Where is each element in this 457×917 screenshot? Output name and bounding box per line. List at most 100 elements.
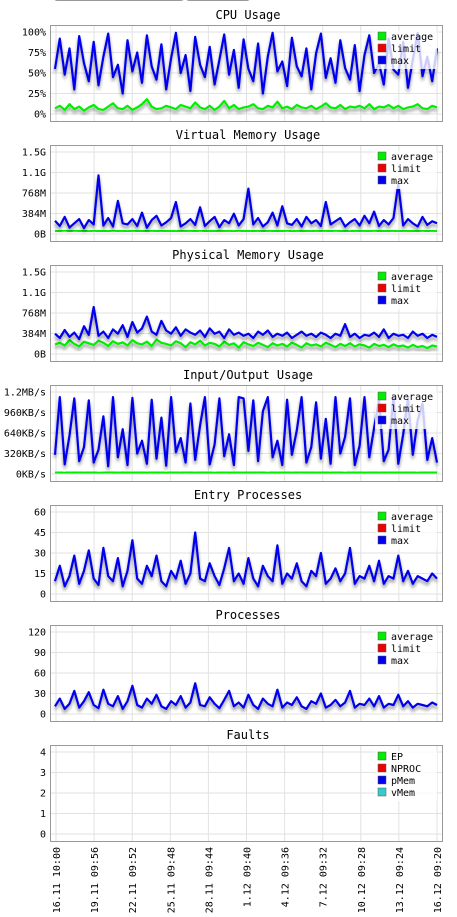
x-tick-label: 19.11 09:56 <box>90 847 101 913</box>
chart-input-output-usage-title: Input/Output Usage <box>183 368 313 382</box>
chart-cpu-usage-title: CPU Usage <box>215 8 280 22</box>
chart-processes-legend-swatch-limit <box>377 643 387 653</box>
x-tick-label: 16.12 09:20 <box>433 847 444 913</box>
chart-processes-ytick-label: 120 <box>28 628 46 639</box>
chart-virtual-memory-usage-legend-swatch-average <box>377 151 387 161</box>
chart-entry-processes-ytick-label: 30 <box>34 549 46 560</box>
chart-processes-legend-label-max: max <box>391 656 409 667</box>
chart-processes-legend-label-limit: limit <box>391 644 421 655</box>
chart-physical-memory-usage-ytick-label: 768M <box>22 309 46 320</box>
chart-physical-memory-usage-legend-label-max: max <box>391 296 409 307</box>
chart-physical-memory-usage-legend-swatch-average <box>377 271 387 281</box>
chart-processes-legend-swatch-average <box>377 631 387 641</box>
chart-entry-processes-title: Entry Processes <box>194 488 302 502</box>
chart-virtual-memory-usage-ytick-label: 1.1G <box>22 168 46 179</box>
chart-cpu-usage-legend-label-average: average <box>391 32 433 43</box>
chart-cpu-usage-legend-label-limit: limit <box>391 44 421 55</box>
chart-faults-ytick-label: 3 <box>40 768 46 779</box>
chart-input-output-usage-ytick-label: 640KB/s <box>4 429 46 440</box>
chart-cpu-usage-legend-swatch-average <box>377 31 387 41</box>
chart-virtual-memory-usage-title: Virtual Memory Usage <box>176 128 321 142</box>
chart-faults-legend-swatch-nproc <box>377 763 387 773</box>
chart-virtual-memory-usage-ytick-label: 768M <box>22 189 46 200</box>
chart-input-output-usage-legend-swatch-average <box>377 391 387 401</box>
chart-virtual-memory-usage-legend-label-average: average <box>391 152 433 163</box>
chart-entry-processes-ytick-label: 60 <box>34 508 46 519</box>
chart-cpu-usage-legend-label-max: max <box>391 56 409 67</box>
chart-entry-processes-ytick-label: 45 <box>34 528 46 539</box>
chart-cpu-usage-ytick-label: 25% <box>28 89 46 100</box>
x-tick-label: 4.12 09:36 <box>281 847 292 907</box>
x-tick-label: 22.11 09:52 <box>128 847 139 913</box>
chart-input-output-usage-legend-swatch-limit <box>377 403 387 413</box>
chart-faults-legend-swatch-pmem <box>377 775 387 785</box>
chart-physical-memory-usage-ytick-label: 1.1G <box>22 288 46 299</box>
chart-processes-legend-label-average: average <box>391 632 433 643</box>
chart-physical-memory-usage: Physical Memory Usage 0B 384M 768M 1.1G 1.5G a… <box>22 248 443 362</box>
chart-physical-memory-usage-legend-swatch-limit <box>377 283 387 293</box>
chart-virtual-memory-usage-ytick-label: 0B <box>34 230 46 241</box>
chart-virtual-memory-usage-ytick-label: 384M <box>22 209 46 220</box>
chart-physical-memory-usage-legend-swatch-max <box>377 295 387 305</box>
chart-cpu-usage-series-average <box>54 98 438 112</box>
chart-input-output-usage-legend-label-limit: limit <box>391 404 421 415</box>
chart-processes-title: Processes <box>215 608 280 622</box>
x-tick-label: 13.12 09:24 <box>395 847 406 913</box>
x-tick-label: 16.11 10:00 <box>52 847 63 913</box>
chart-processes-legend-swatch-max <box>377 655 387 665</box>
chart-entry-processes-legend-label-average: average <box>391 512 433 523</box>
chart-physical-memory-usage-series-average <box>54 338 438 350</box>
chart-physical-memory-usage-ytick-label: 1.5G <box>22 268 46 279</box>
x-tick-label: 1.12 09:40 <box>243 847 254 907</box>
chart-cpu-usage-ytick-label: 0% <box>34 110 46 121</box>
chart-cpu-usage-ytick-label: 100% <box>22 28 46 39</box>
chart-processes-ytick-label: 30 <box>34 689 46 700</box>
chart-input-output-usage-legend-label-max: max <box>391 416 409 427</box>
chart-input-output-usage-ytick-label: 1.2MB/s <box>4 388 46 399</box>
chart-faults-legend-label-pmem: pMem <box>391 776 415 787</box>
chart-processes-series-max <box>54 682 438 711</box>
chart-input-output-usage-series-average <box>54 471 438 474</box>
x-axis: 16.11 10:00 19.11 09:56 22.11 09:52 25.11 0… <box>52 847 444 913</box>
chart-input-output-usage-ytick-label: 320KB/s <box>4 449 46 460</box>
chart-processes-ytick-label: 60 <box>34 669 46 680</box>
chart-physical-memory-usage-legend-label-average: average <box>391 272 433 283</box>
chart-faults-title: Faults <box>226 728 269 742</box>
chart-physical-memory-usage-series-max <box>54 305 438 341</box>
chart-faults-ytick-label: 4 <box>40 748 46 759</box>
chart-entry-processes-legend-swatch-average <box>377 511 387 521</box>
chart-virtual-memory-usage-legend-swatch-limit <box>377 163 387 173</box>
chart-faults-legend-swatch-vmem <box>377 787 387 797</box>
chart-input-output-usage-ytick-label: 0KB/s <box>16 470 46 481</box>
chart-virtual-memory-usage-ytick-label: 1.5G <box>22 148 46 159</box>
chart-faults-legend-label-nproc: NPROC <box>391 764 421 775</box>
chart-faults-legend-swatch-ep <box>377 751 387 761</box>
chart-physical-memory-usage-title: Physical Memory Usage <box>172 248 324 262</box>
x-tick-label: 10.12 09:28 <box>357 847 368 913</box>
chart-faults-legend-label-ep: EP <box>391 752 403 763</box>
chart-virtual-memory-usage-legend-label-limit: limit <box>391 164 421 175</box>
top-controls <box>54 0 254 1</box>
x-tick-label: 7.12 09:32 <box>319 847 330 907</box>
chart-processes-ytick-label: 90 <box>34 648 46 659</box>
chart-virtual-memory-usage-legend-swatch-max <box>377 175 387 185</box>
chart-virtual-memory-usage-series-average <box>54 229 438 233</box>
chart-entry-processes-ytick-label: 0 <box>40 590 46 601</box>
chart-input-output-usage-ytick-label: 960KB/s <box>4 408 46 419</box>
chart-input-output-usage-legend-label-average: average <box>391 392 433 403</box>
chart-faults-ytick-label: 2 <box>40 789 46 800</box>
chart-physical-memory-usage-ytick-label: 384M <box>22 329 46 340</box>
chart-faults-legend-label-vmem: vMem <box>391 788 415 799</box>
chart-cpu-usage-legend-swatch-limit <box>377 43 387 53</box>
chart-entry-processes-legend-swatch-max <box>377 535 387 545</box>
